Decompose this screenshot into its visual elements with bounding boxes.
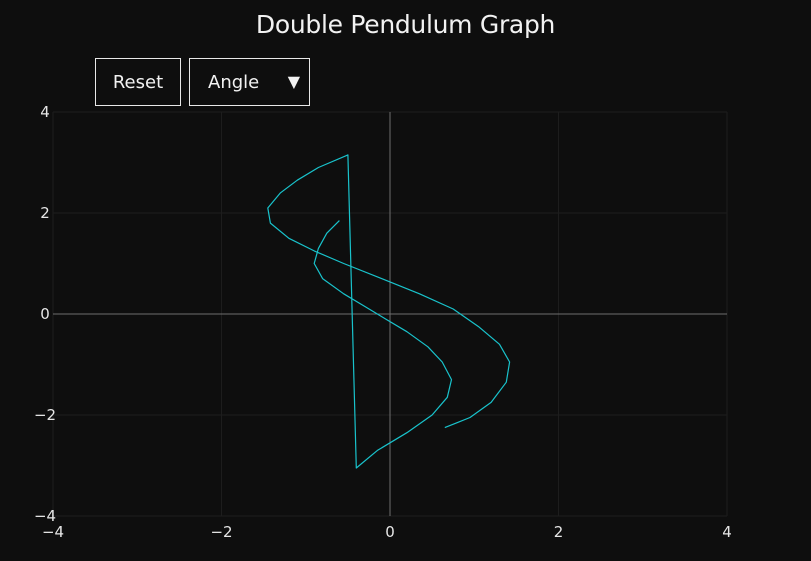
y-tick-label: −2 [34,406,56,424]
x-tick-label: −2 [210,523,232,541]
reset-button[interactable]: Reset [95,58,181,106]
mode-select[interactable]: Angle ▼ [189,58,310,106]
y-tick-label: 2 [40,204,50,222]
chart-title: Double Pendulum Graph [255,10,556,39]
x-tick-label: 0 [385,523,395,541]
x-tick-label: −4 [42,523,64,541]
y-tick-label: 4 [40,103,50,121]
traces [267,154,511,469]
triangle-down-icon: ▼ [287,72,300,91]
x-tick-label: 4 [722,523,732,541]
y-tick-label: 0 [40,305,50,323]
axes [53,112,727,516]
trace-line [267,154,511,469]
y-tick-label: −4 [34,507,56,525]
x-tick-label: 2 [554,523,564,541]
tick-labels: −4 −2 0 2 4 4 2 0 −2 −4 [34,103,732,541]
mode-select-value: Angle [208,71,260,93]
